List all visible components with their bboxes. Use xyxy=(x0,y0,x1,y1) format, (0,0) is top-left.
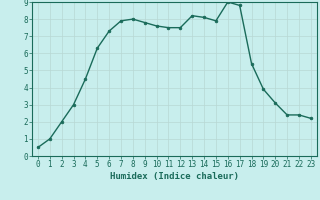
X-axis label: Humidex (Indice chaleur): Humidex (Indice chaleur) xyxy=(110,172,239,181)
